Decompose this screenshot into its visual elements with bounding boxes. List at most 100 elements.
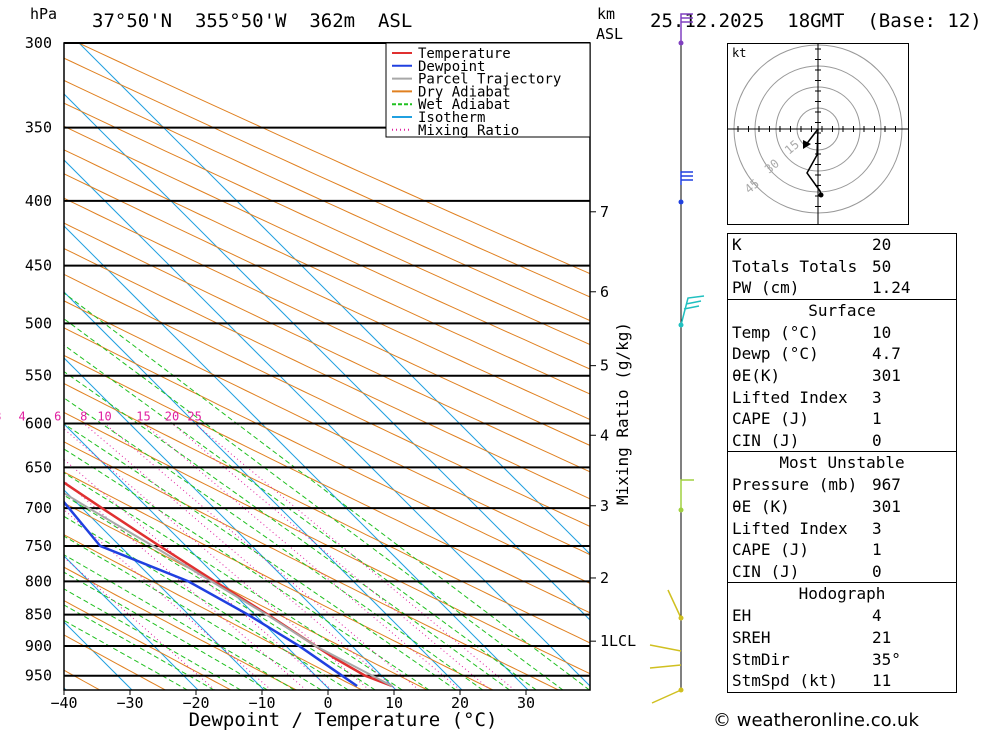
index-row: EH 4 xyxy=(728,605,956,627)
wind-profile xyxy=(649,13,705,704)
index-row: θE (K) 301 xyxy=(728,496,956,518)
height-km-label: 6 xyxy=(600,283,609,301)
mixing-ratio-line xyxy=(194,423,515,690)
index-row: SREH 21 xyxy=(728,627,956,649)
index-value: 4.7 xyxy=(872,344,901,364)
index-label: Dewp (°C) xyxy=(732,344,819,364)
index-label: PW (cm) xyxy=(732,278,800,298)
temperature-tick-label: 30 xyxy=(517,694,535,712)
copyright[interactable]: © weatheronline.co.uk xyxy=(713,710,919,731)
index-row: CIN (J) 0 xyxy=(728,561,956,583)
index-label: SREH xyxy=(732,627,771,647)
dry-adiabat-line xyxy=(64,222,590,473)
isotherm-line xyxy=(64,225,529,690)
pressure-tick-label: 650 xyxy=(25,458,52,476)
wet-adiabat-line xyxy=(64,472,403,690)
dry-adiabat-line xyxy=(64,57,590,298)
index-value: 1.24 xyxy=(872,278,911,298)
dewpoint-profile xyxy=(64,500,358,688)
temperature-tick-label: −20 xyxy=(182,694,209,712)
index-label: StmSpd (kt) xyxy=(732,671,838,691)
wet-adiabat-line xyxy=(64,604,215,690)
index-value: 10 xyxy=(872,322,892,342)
km-label: km xyxy=(597,5,616,23)
pressure-tick-label: 600 xyxy=(25,414,52,432)
pressure-tick-label: 950 xyxy=(25,667,52,685)
index-row: StmSpd (kt) 11 xyxy=(728,670,956,692)
index-row: StmDir 35° xyxy=(728,649,956,671)
dry-adiabat-line xyxy=(64,600,232,690)
index-label: K xyxy=(732,235,742,254)
most-unstable-header: Most Unstable xyxy=(728,451,956,474)
hpa-label: hPa xyxy=(30,5,58,23)
index-label: θE(K) xyxy=(732,365,781,385)
wind-barb xyxy=(680,13,693,43)
pressure-tick-label: 850 xyxy=(25,606,52,624)
index-row: θE(K) 301 xyxy=(728,365,956,387)
wet-adiabat-line xyxy=(64,619,188,690)
index-value: 0 xyxy=(872,561,882,581)
dry-adiabat-line xyxy=(64,79,590,322)
index-value: 20 xyxy=(872,235,892,254)
index-label: CAPE (J) xyxy=(732,409,810,429)
wind-barb xyxy=(649,644,682,704)
dry-adiabat-line xyxy=(64,102,590,346)
datetime-title: 25.12.2025 18GMT (Base: 12) xyxy=(650,10,982,32)
pressure-tick-label: 700 xyxy=(25,499,52,517)
index-label: θE (K) xyxy=(732,496,790,516)
index-row: Dewp (°C) 4.7 xyxy=(728,343,956,365)
index-label: CIN (J) xyxy=(732,561,800,581)
wind-barb xyxy=(680,295,705,326)
pressure-tick-label: 350 xyxy=(25,119,52,137)
dry-adiabat-line xyxy=(64,471,494,690)
dry-adiabat-line xyxy=(64,502,428,690)
index-label: Pressure (mb) xyxy=(732,475,858,495)
temperature-tick-label: −30 xyxy=(116,694,143,712)
pressure-tick-label: 750 xyxy=(25,537,52,555)
mixing-ratio-label: 10 xyxy=(97,409,111,423)
index-value: 11 xyxy=(872,671,892,691)
height-km-label: 2 xyxy=(600,569,609,587)
index-row: K 20 xyxy=(728,234,956,256)
mixing-ratio-label: 25 xyxy=(187,409,201,423)
index-row: CAPE (J) 1 xyxy=(728,408,956,430)
wet-adiabat-line xyxy=(64,448,430,690)
index-row: CAPE (J) 1 xyxy=(728,539,956,561)
index-value: 21 xyxy=(872,627,892,647)
index-value: 1 xyxy=(872,540,882,560)
temperature-tick-label: 10 xyxy=(385,694,403,712)
pressure-tick-label: 550 xyxy=(25,367,52,385)
wet-adiabat-line xyxy=(64,344,537,690)
index-label: EH xyxy=(732,606,752,626)
mixing-ratio-label: 20 xyxy=(165,409,179,423)
station-location: 37°50'N 355°50'W 362m ASL xyxy=(92,10,413,32)
legend-label: Dewpoint xyxy=(418,59,485,75)
index-value: 3 xyxy=(872,387,882,407)
dry-adiabat-line xyxy=(64,300,590,556)
temperature-profile xyxy=(64,481,393,688)
index-value: 301 xyxy=(872,365,901,385)
dry-adiabat-line xyxy=(64,125,590,370)
wet-adiabat-line xyxy=(64,292,590,690)
legend-label: Mixing Ratio xyxy=(418,123,519,139)
wind-barb xyxy=(680,171,693,185)
legend-label: Isotherm xyxy=(418,110,485,126)
asl-label: ASL xyxy=(596,25,624,43)
pressure-tick-label: 400 xyxy=(25,192,52,210)
dry-adiabat-line xyxy=(64,173,590,421)
index-row: Pressure (mb) 967 xyxy=(728,474,956,496)
legend-label: Temperature xyxy=(418,46,511,62)
isotherm-line xyxy=(64,93,590,621)
index-label: CIN (J) xyxy=(732,430,800,450)
index-value: 967 xyxy=(872,475,901,495)
hodograph-unit: kt xyxy=(732,46,746,60)
height-km-label: 5 xyxy=(600,357,609,375)
dry-adiabat-line xyxy=(78,43,590,275)
index-value: 1 xyxy=(872,409,882,429)
hodograph-end-point xyxy=(818,192,824,198)
height-km-label: 1LCL xyxy=(600,632,636,650)
wet-adiabat-line xyxy=(64,535,322,690)
hodograph-trace xyxy=(806,128,822,196)
wet-adiabat-line xyxy=(64,494,376,690)
